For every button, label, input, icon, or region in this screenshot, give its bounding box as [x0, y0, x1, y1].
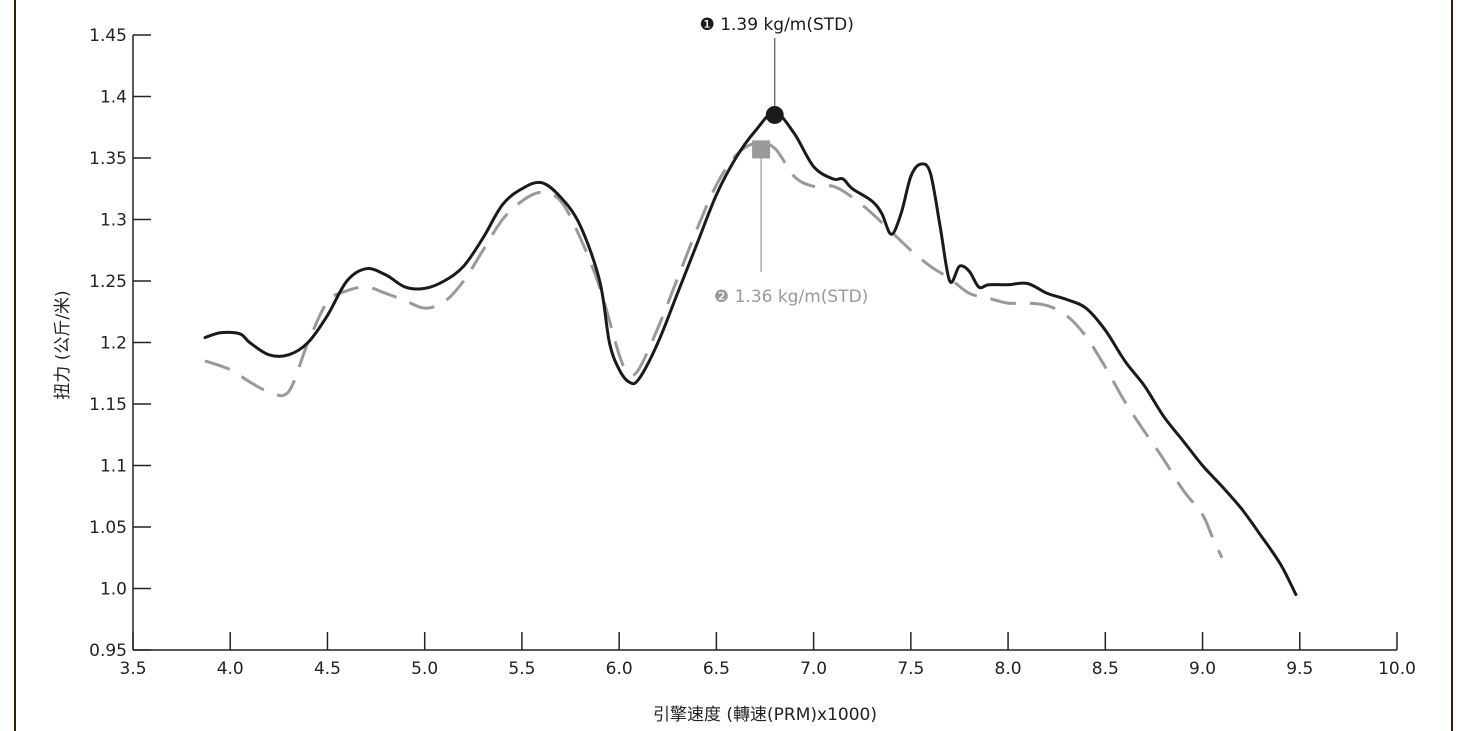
x-tick-label: 9.5 — [1286, 659, 1313, 679]
series-dashed-line — [204, 141, 1224, 559]
annotation-layer: ❶ 1.39 kg/m(STD) ❷ 1.36 kg/m(STD) — [700, 15, 869, 307]
x-tick-label: 6.0 — [606, 659, 633, 679]
y-tick-label: 1.0 — [100, 580, 127, 600]
x-tick-label: 8.5 — [1092, 659, 1119, 679]
y-tick-label: 1.15 — [89, 395, 127, 415]
axes: 3.5 4.0 4.5 5.0 5.5 6.0 6.5 7.0 7.5 8.0 8.5 9.0 9.5 1… — [89, 26, 1416, 679]
y-tick-label: 1.35 — [89, 149, 127, 169]
y-axis-title: 扭力 (公斤/米) — [53, 290, 73, 399]
x-tick-label: 5.0 — [411, 659, 438, 679]
y-tick-label: 1.2 — [100, 334, 127, 354]
y-tick-label: 1.3 — [100, 211, 127, 231]
annotation-2-label: ❷ 1.36 kg/m(STD) — [714, 287, 868, 307]
annotation-1-marker — [765, 105, 784, 124]
series-layer — [203, 111, 1298, 597]
x-tick-label: 7.5 — [897, 659, 924, 679]
x-tick-label: 9.0 — [1189, 659, 1216, 679]
x-tick-label: 5.5 — [508, 659, 535, 679]
y-tick-label: 1.4 — [100, 88, 127, 108]
annotation-1-label: ❶ 1.39 kg/m(STD) — [700, 15, 854, 35]
series-solid-line — [203, 111, 1298, 597]
x-tick-label: 3.5 — [119, 659, 146, 679]
x-tick-label: 6.5 — [703, 659, 730, 679]
y-tick-label: 1.05 — [89, 518, 127, 538]
x-tick-label: 8.0 — [995, 659, 1022, 679]
y-tick-label: 0.95 — [89, 641, 127, 661]
y-tick-label: 1.45 — [89, 26, 127, 46]
x-tick-label: 4.0 — [217, 659, 244, 679]
x-axis-title: 引擎速度 (轉速(PRM)x1000) — [653, 705, 877, 725]
x-tick-label: 10.0 — [1378, 659, 1416, 679]
y-tick-label: 1.1 — [100, 457, 127, 477]
y-tick-label: 1.25 — [89, 272, 127, 292]
x-tick-label: 4.5 — [314, 659, 341, 679]
x-tick-label: 7.0 — [800, 659, 827, 679]
annotation-2-marker — [752, 140, 771, 159]
